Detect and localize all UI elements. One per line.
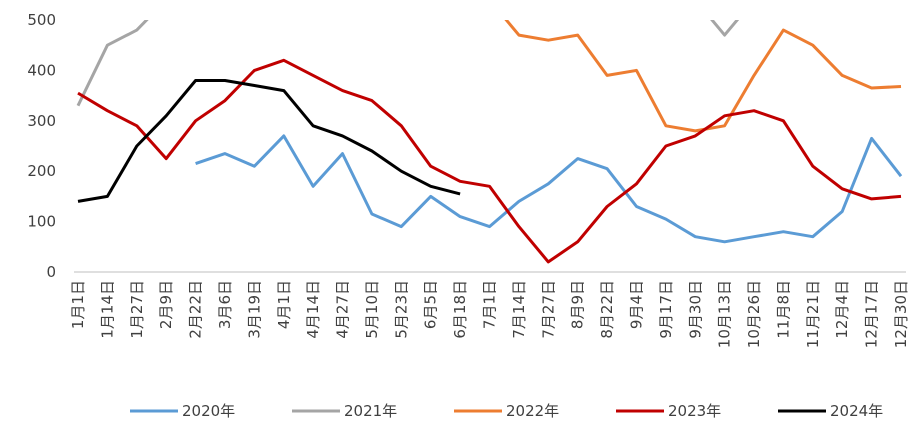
x-tick-label: 5月23日 <box>392 280 410 339</box>
x-tick-label: 6月5日 <box>422 280 440 329</box>
x-tick-label: 2月22日 <box>187 280 205 339</box>
series-line <box>195 134 903 244</box>
y-tick-label: 500 <box>27 11 56 29</box>
series-line <box>504 20 902 133</box>
x-tick-label: 1月14日 <box>98 280 116 339</box>
x-tick-label: 6月18日 <box>451 280 469 339</box>
x-tick-label: 11月21日 <box>804 280 822 348</box>
x-tick-label: 1月27日 <box>128 280 146 339</box>
x-tick-label: 4月14日 <box>304 280 322 339</box>
x-tick-label: 3月19日 <box>245 280 263 339</box>
x-tick-label: 2月9日 <box>157 280 175 329</box>
y-tick-label: 200 <box>27 162 56 180</box>
legend-label: 2020年 <box>182 402 235 420</box>
y-tick-label: 0 <box>46 263 56 281</box>
x-tick-label: 10月26日 <box>745 280 763 348</box>
y-tick-label: 300 <box>27 112 56 130</box>
x-tick-label: 7月1日 <box>481 280 499 329</box>
x-tick-label: 3月6日 <box>216 280 234 329</box>
x-tick-label: 10月13日 <box>716 280 734 348</box>
series-line <box>77 58 902 264</box>
plot-area <box>76 20 903 264</box>
y-tick-label: 100 <box>27 213 56 231</box>
legend-label: 2024年 <box>830 402 883 420</box>
x-tick-label: 7月27日 <box>539 280 557 339</box>
series-line <box>76 20 740 107</box>
y-tick-label: 400 <box>27 61 56 79</box>
legend-label: 2022年 <box>506 402 559 420</box>
series-line <box>77 79 461 203</box>
x-tick-label: 8月9日 <box>569 280 587 329</box>
x-tick-label: 4月27日 <box>334 280 352 339</box>
x-tick-label: 12月17日 <box>863 280 881 348</box>
x-tick-label: 12月30日 <box>892 280 910 348</box>
x-tick-label: 4月1日 <box>275 280 293 329</box>
x-tick-label: 7月14日 <box>510 280 528 339</box>
x-tick-label: 8月22日 <box>598 280 616 339</box>
x-tick-label: 1月1日 <box>69 280 87 329</box>
x-tick-label: 5月10日 <box>363 280 381 339</box>
x-tick-label: 9月17日 <box>657 280 675 339</box>
legend-label: 2021年 <box>344 402 397 420</box>
x-tick-label: 9月4日 <box>627 280 645 329</box>
x-tick-label: 12月4日 <box>833 280 851 339</box>
x-tick-label: 9月30日 <box>686 280 704 339</box>
legend-label: 2023年 <box>668 402 721 420</box>
x-tick-label: 11月8日 <box>774 280 792 339</box>
